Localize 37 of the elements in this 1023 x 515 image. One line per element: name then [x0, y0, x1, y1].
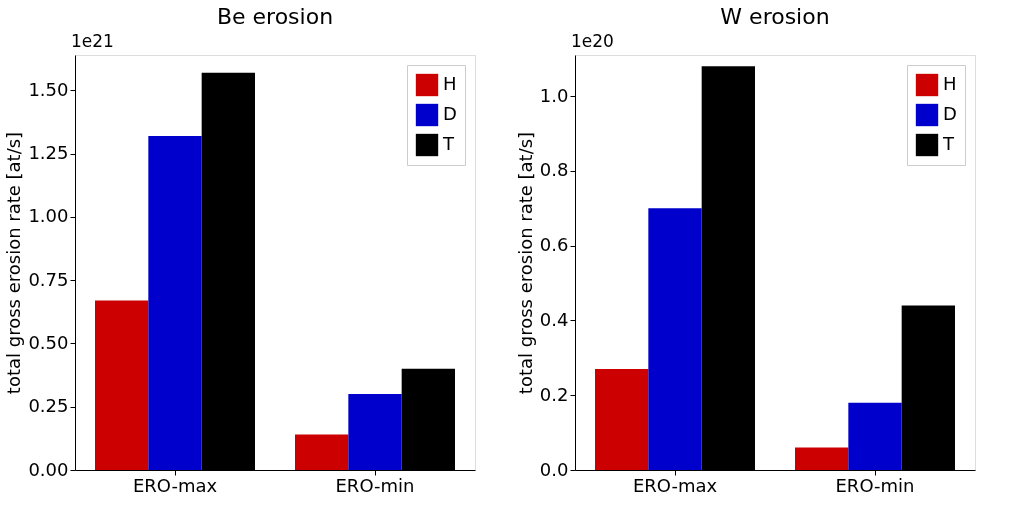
bar	[595, 369, 649, 470]
bar	[648, 208, 702, 470]
bar	[148, 135, 202, 470]
y-tick-label: 0.00	[28, 458, 69, 480]
y-tick-label: 0.50	[28, 331, 69, 353]
y-tick-label: 0.25	[28, 395, 69, 417]
y-tick-label: 1.0	[539, 84, 569, 106]
legend-label: T	[442, 133, 455, 154]
text: 1e21	[71, 31, 114, 51]
legend-label: D	[443, 103, 457, 124]
y-tick-label: 0.6	[539, 234, 569, 256]
legend-label: D	[943, 103, 957, 124]
y-tick-label: 1.50	[28, 78, 69, 100]
legend-label: H	[943, 73, 957, 94]
y-tick-label: 0.8	[539, 159, 569, 181]
bar	[795, 447, 849, 470]
bar	[848, 402, 902, 470]
y-tick-label: 0.2	[539, 383, 569, 405]
y-axis-title: total gross erosion rate [at/s]	[514, 131, 536, 395]
bar	[95, 300, 149, 470]
bar	[295, 434, 349, 470]
legend-label: H	[443, 73, 457, 94]
y-tick-label: 0.4	[539, 308, 569, 330]
bar	[348, 394, 402, 470]
text: 1e20	[571, 31, 614, 51]
x-tick-label: ERO-max	[632, 474, 718, 496]
x-tick-label: ERO-min	[835, 474, 915, 496]
y-axis-title: total gross erosion rate [at/s]	[3, 131, 25, 395]
y-tick-label: 0.75	[28, 268, 69, 290]
x-tick-label: ERO-max	[132, 474, 218, 496]
chart-title: Be erosion	[216, 4, 334, 29]
y-tick-label: 1.25	[28, 142, 69, 164]
chart-title: W erosion	[720, 4, 830, 29]
y-tick-label: 1.00	[28, 205, 69, 227]
x-tick-label: ERO-min	[335, 474, 415, 496]
legend-label: T	[942, 133, 955, 154]
y-tick-label: 0.0	[539, 458, 569, 480]
